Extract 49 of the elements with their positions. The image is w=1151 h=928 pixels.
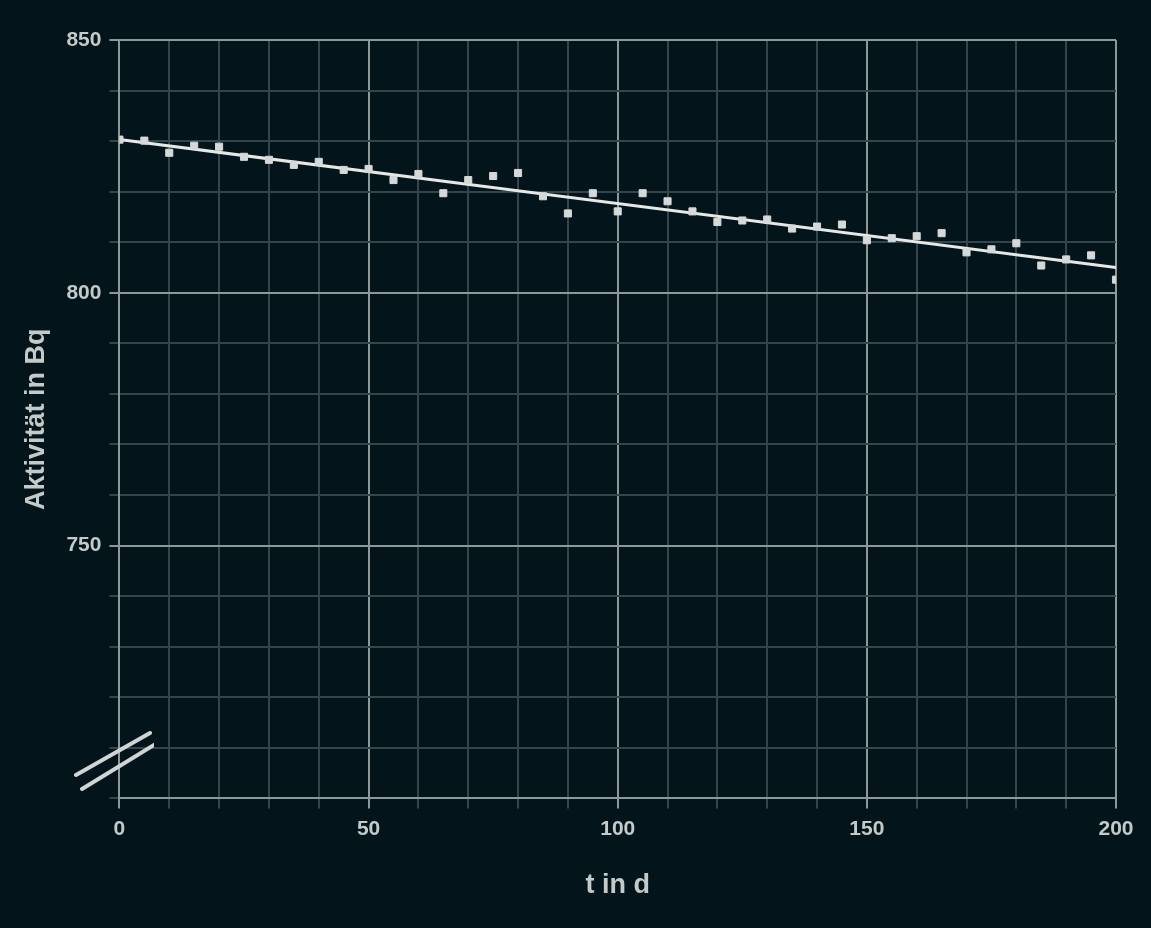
point [215, 142, 224, 151]
point [588, 189, 597, 198]
point [1037, 261, 1046, 270]
point [1062, 255, 1071, 264]
point [962, 248, 971, 257]
point [912, 232, 921, 241]
point [638, 189, 647, 198]
y-tick-label: 850 [66, 26, 102, 50]
point [289, 160, 298, 169]
x-tick-label: 50 [356, 815, 381, 839]
point [364, 164, 373, 173]
point [1012, 239, 1021, 248]
y-tick-label: 800 [66, 279, 102, 303]
point [464, 176, 473, 185]
y-tick-label: 750 [66, 532, 102, 556]
x-tick-label: 0 [113, 815, 126, 839]
x-axis-title: t in d [585, 869, 650, 900]
point [1087, 251, 1096, 260]
point [339, 165, 348, 174]
point [813, 222, 822, 231]
point [937, 229, 946, 238]
point [862, 236, 871, 245]
point [414, 169, 423, 179]
x-tick-label: 200 [1098, 815, 1134, 839]
point [389, 176, 398, 185]
point [140, 136, 149, 145]
point [314, 157, 323, 166]
point [165, 148, 174, 157]
point [489, 171, 498, 181]
point [439, 189, 448, 198]
point [713, 217, 722, 227]
point [763, 215, 772, 224]
point [738, 216, 747, 225]
x-tick-label: 150 [849, 815, 885, 839]
point [688, 207, 697, 216]
point [887, 234, 896, 243]
point [514, 168, 523, 178]
point [190, 141, 199, 150]
point [613, 207, 622, 216]
point [563, 209, 572, 218]
point [987, 245, 996, 254]
point [264, 155, 273, 164]
point [538, 192, 548, 201]
point [239, 152, 249, 161]
y-axis-title: Aktivität in Bq [19, 328, 50, 510]
x-tick-label: 100 [600, 815, 636, 839]
point [837, 220, 846, 229]
point [663, 197, 672, 206]
point [788, 224, 797, 233]
